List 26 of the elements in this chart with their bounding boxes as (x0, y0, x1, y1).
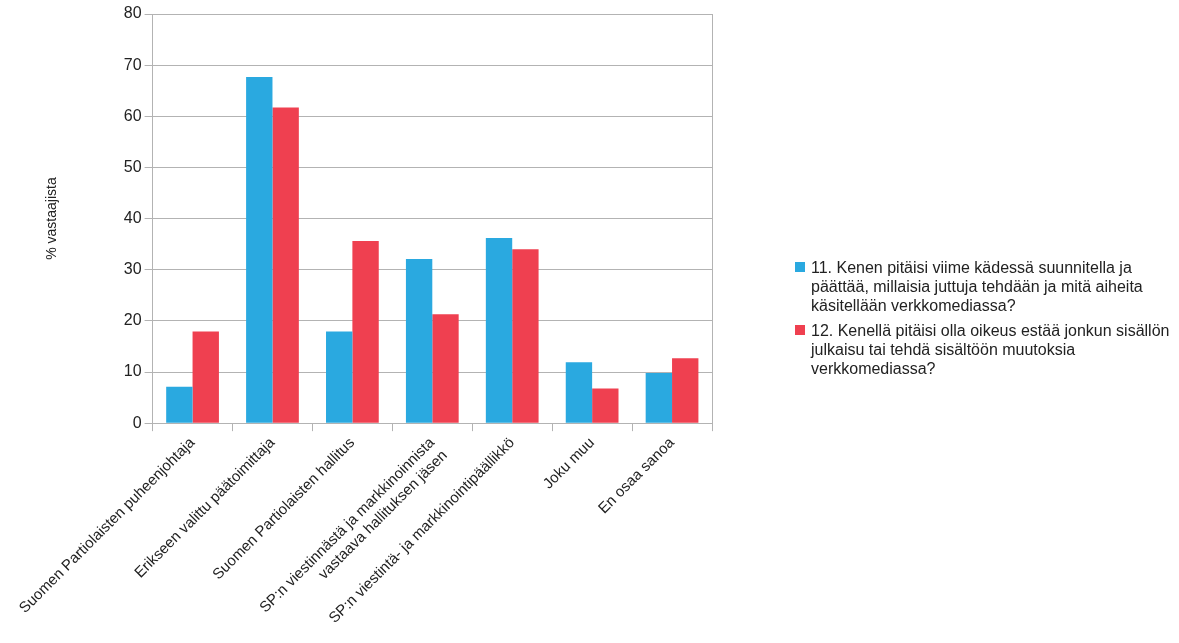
bar (326, 331, 353, 423)
bar (485, 238, 513, 423)
bar (432, 314, 459, 423)
bar (592, 388, 619, 423)
bar (672, 358, 699, 423)
bar (246, 76, 273, 423)
y-axis-title: % vastaajista (43, 177, 60, 260)
bar (272, 107, 299, 423)
legend-label: 12. Kenellä pitäisi olla oikeus estää jonkun sisällön julkaisu tai tehdä sisältöön muutoksia verkkomediassa? (811, 321, 1170, 378)
y-tick-label: 10 (123, 362, 142, 380)
y-tick-label: 80 (123, 4, 142, 22)
y-tick-label: 0 (132, 413, 142, 431)
bar (645, 373, 673, 423)
y-tick-label: 70 (123, 55, 142, 73)
bar (352, 241, 379, 423)
bar (192, 331, 219, 423)
bar (565, 362, 593, 423)
legend-label: 11. Kenen pitäisi viime kädessä suunnitella ja päättää, millaisia juttuja tehdään ja mitä aiheita käsitellään verkkomediassa? (811, 258, 1144, 315)
bar (166, 386, 193, 423)
y-tick-label: 60 (123, 106, 142, 124)
bar (405, 258, 433, 423)
y-tick-label: 40 (123, 208, 142, 226)
y-tick-label: 20 (123, 311, 142, 329)
y-tick-label: 30 (123, 260, 142, 278)
y-tick-label: 50 (123, 157, 142, 175)
bar (512, 249, 539, 423)
